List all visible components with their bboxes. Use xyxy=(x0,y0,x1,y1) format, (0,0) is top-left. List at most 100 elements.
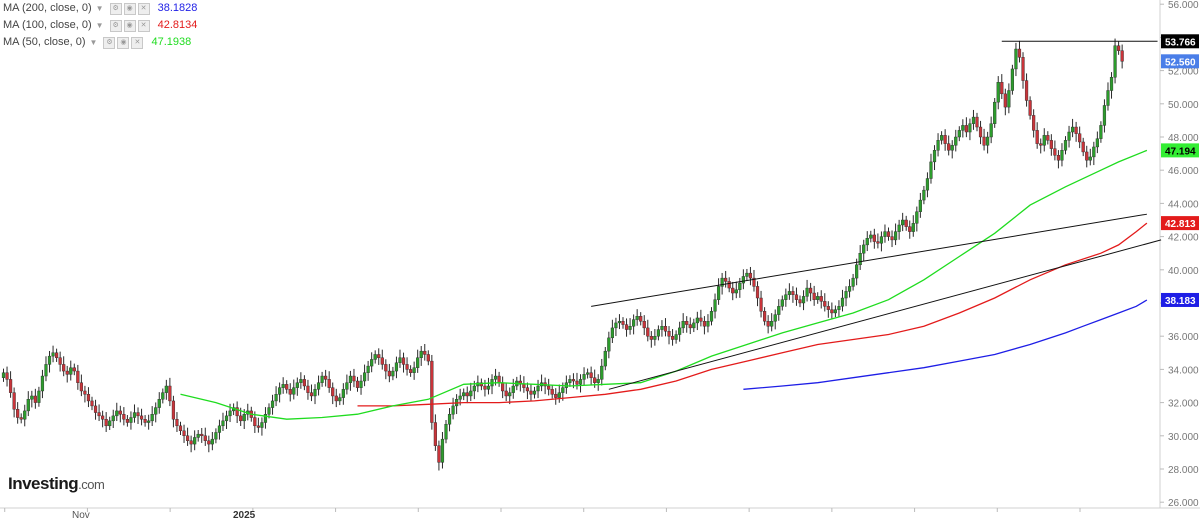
candle-body xyxy=(787,291,791,295)
candle-body xyxy=(486,385,491,390)
candle-body xyxy=(37,390,41,403)
candle-body xyxy=(129,417,133,423)
y-tick-label: 40.000 xyxy=(1168,266,1199,277)
candle-body xyxy=(189,440,193,445)
y-tick-label: 36.000 xyxy=(1168,332,1199,343)
candle-body xyxy=(522,384,526,388)
legend-label-ma200: MA (200, close, 0) xyxy=(3,2,92,14)
candle-body xyxy=(1092,146,1096,158)
candle-body xyxy=(433,422,437,446)
candle-body xyxy=(288,389,292,395)
candle-body xyxy=(607,337,611,352)
candle-body xyxy=(663,326,668,332)
candle-body xyxy=(699,317,703,322)
candle-body xyxy=(175,419,179,427)
candle-body xyxy=(883,231,887,237)
candle-body xyxy=(423,350,427,355)
visibility-icon[interactable]: ◉ xyxy=(123,19,136,32)
candle-body xyxy=(968,123,972,133)
candle-body xyxy=(139,415,144,420)
candle-body xyxy=(568,379,572,383)
chevron-down-icon[interactable]: ▼ xyxy=(89,38,98,47)
candle-body xyxy=(26,399,30,412)
candle-body xyxy=(791,291,795,295)
candle-body xyxy=(819,296,823,302)
candle-body xyxy=(5,372,9,380)
chevron-down-icon[interactable]: ▼ xyxy=(95,21,104,30)
candle-body xyxy=(840,297,845,307)
candle-body xyxy=(855,264,859,279)
candle-body xyxy=(115,410,119,417)
candle-body xyxy=(1099,125,1103,139)
candle-body xyxy=(1074,126,1078,134)
candle-body xyxy=(823,301,827,307)
candle-body xyxy=(1070,126,1075,133)
candle-body xyxy=(1042,135,1046,146)
y-tick-label: 44.000 xyxy=(1168,199,1199,210)
settings-icon[interactable]: ⚙ xyxy=(109,2,122,15)
candle-body xyxy=(256,425,260,428)
candle-body xyxy=(801,296,806,304)
candle-body xyxy=(125,419,129,423)
candle-body xyxy=(324,375,328,380)
candle-body xyxy=(479,382,483,387)
candle-body xyxy=(281,384,285,388)
candle-body xyxy=(692,322,696,329)
visibility-icon[interactable]: ◉ xyxy=(123,2,136,15)
candle-body xyxy=(200,433,204,437)
candle-body xyxy=(780,299,784,307)
candle-body xyxy=(136,412,140,417)
visibility-icon[interactable]: ◉ xyxy=(117,36,130,49)
close-icon[interactable]: ✕ xyxy=(137,19,150,32)
candle-body xyxy=(444,423,448,440)
candle-body xyxy=(918,199,922,212)
candle-body xyxy=(745,272,749,277)
y-tick-label: 48.000 xyxy=(1168,133,1199,144)
candle-body xyxy=(586,372,590,375)
candle-body xyxy=(203,435,207,441)
chevron-down-icon[interactable]: ▼ xyxy=(95,4,104,13)
candle-body xyxy=(993,101,997,124)
candle-body xyxy=(589,372,593,378)
candle-body xyxy=(185,435,190,441)
candle-body xyxy=(678,327,682,335)
candle-body xyxy=(865,238,869,246)
candle-body xyxy=(47,355,52,365)
candle-body xyxy=(656,329,660,337)
candle-body xyxy=(306,385,310,393)
candle-body xyxy=(295,382,299,388)
candle-body xyxy=(1046,135,1050,141)
candle-body xyxy=(469,390,473,397)
candle-body xyxy=(55,352,59,358)
candle-body xyxy=(387,370,391,377)
candle-body xyxy=(844,291,848,299)
close-icon[interactable]: ✕ xyxy=(137,2,150,15)
settings-icon[interactable]: ⚙ xyxy=(109,19,122,32)
candle-body xyxy=(214,432,218,440)
candle-body xyxy=(833,309,837,314)
candle-body xyxy=(936,140,940,151)
candle-body xyxy=(338,397,342,402)
candle-body xyxy=(752,277,756,287)
close-icon[interactable]: ✕ xyxy=(131,36,144,49)
candle-body xyxy=(1039,143,1043,146)
candle-body xyxy=(171,400,176,420)
candle-body xyxy=(69,367,73,375)
settings-icon[interactable]: ⚙ xyxy=(103,36,116,49)
candle-body xyxy=(501,382,505,392)
candle-body xyxy=(1095,138,1099,148)
candle-body xyxy=(447,414,452,425)
price-label: 53.766 xyxy=(1165,37,1196,48)
candle-body xyxy=(720,277,724,287)
candle-body xyxy=(278,387,282,395)
candle-body xyxy=(893,231,898,241)
candle-body xyxy=(292,387,296,395)
candle-body xyxy=(674,334,678,340)
candle-body xyxy=(996,82,1000,103)
candle-body xyxy=(603,350,607,367)
candle-body xyxy=(862,244,866,254)
candle-body xyxy=(1109,77,1114,91)
candle-body xyxy=(667,331,671,337)
